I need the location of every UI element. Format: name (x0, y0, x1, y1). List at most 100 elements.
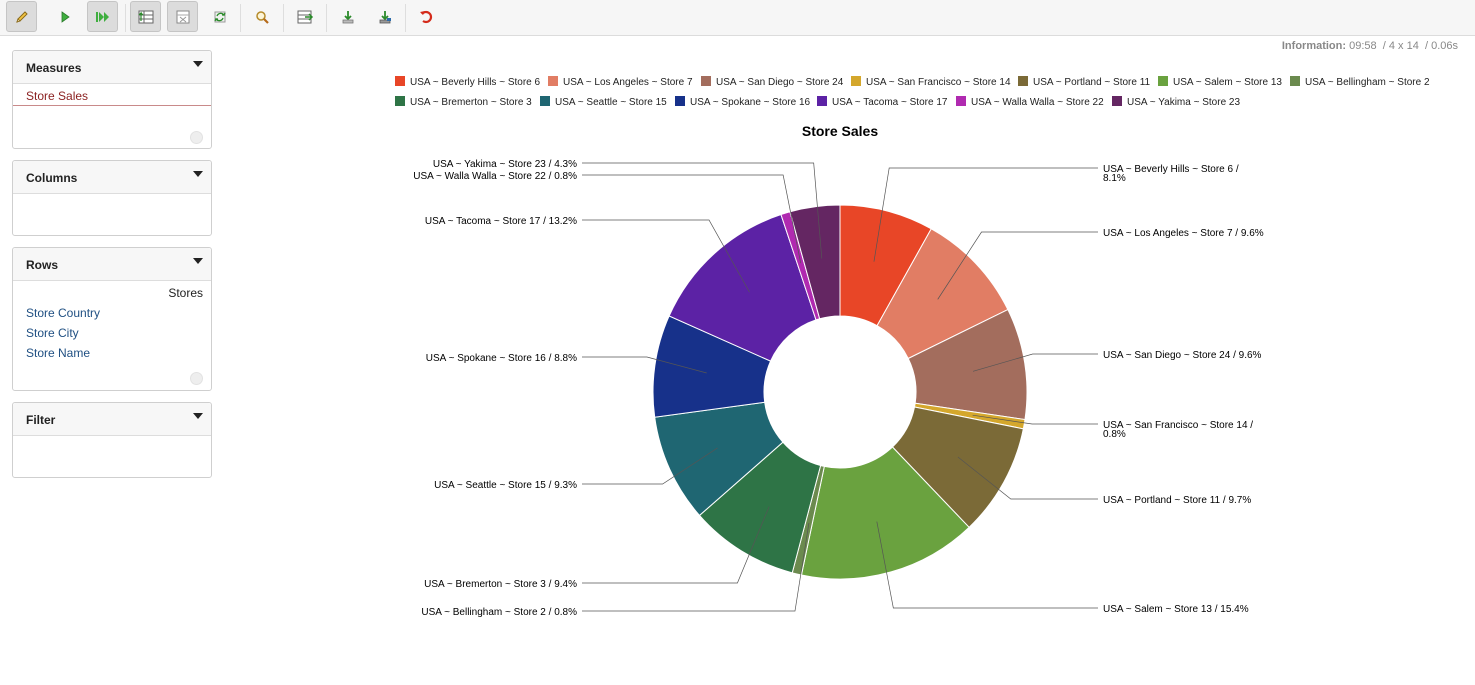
toggle-fields-button[interactable] (130, 1, 161, 32)
slice-label-usa-bellingham-store-2: USA ~ Bellingham ~ Store 2 / 0.8% (421, 607, 577, 618)
legend-item-usa-walla-walla-store-22[interactable]: USA ~ Walla Walla ~ Store 22 (971, 97, 1104, 108)
info-duration: / 0.06s (1424, 40, 1458, 52)
filter-title: Filter (26, 413, 56, 427)
row-item-store-name[interactable]: Store Name (26, 346, 91, 360)
row-item-store-country[interactable]: Store Country (26, 306, 101, 320)
legend-item-usa-portland-store-11[interactable]: USA ~ Portland ~ Store 11 (1033, 77, 1151, 88)
slice-label-usa-beverly-hills-store-6: USA ~ Beverly Hills ~ Store 6 /8.1% (1103, 164, 1239, 184)
legend-swatch-usa-yakima-store-23 (1112, 96, 1122, 106)
rows-panel-header: Rows (13, 248, 211, 281)
chevron-down-icon[interactable] (193, 61, 203, 67)
measures-panel-header: Measures (13, 51, 211, 84)
legend-item-usa-yakima-store-23[interactable]: USA ~ Yakima ~ Store 23 (1127, 97, 1240, 108)
legend-item-usa-spokane-store-16[interactable]: USA ~ Spokane ~ Store 16 (690, 97, 811, 108)
chevron-down-icon[interactable] (193, 258, 203, 264)
slice-label-usa-los-angeles-store-7: USA ~ Los Angeles ~ Store 7 / 9.6% (1103, 228, 1264, 239)
run-query-button[interactable] (49, 1, 80, 32)
drillthrough-button[interactable] (246, 1, 277, 32)
legend-swatch-usa-walla-walla-store-22 (956, 96, 966, 106)
leader-line-usa-tacoma-store-17 (582, 219, 750, 293)
measure-item-store-sales[interactable]: Store Sales (26, 89, 89, 103)
undo-button[interactable] (410, 1, 441, 32)
toolbar-separator (405, 4, 406, 32)
slice-label-usa-walla-walla-store-22: USA ~ Walla Walla ~ Store 22 / 0.8% (413, 171, 577, 182)
slice-usa-yakima-store-23[interactable] (789, 204, 841, 320)
chevron-down-icon[interactable] (193, 171, 203, 177)
download-icon (342, 10, 353, 23)
legend-item-usa-bremerton-store-3[interactable]: USA ~ Bremerton ~ Store 3 (410, 97, 532, 108)
toolbar-separator (326, 4, 327, 32)
measures-title: Measures (26, 61, 82, 75)
slice-label-usa-spokane-store-16: USA ~ Spokane ~ Store 16 / 8.8% (426, 353, 577, 364)
legend-item-usa-bellingham-store-2[interactable]: USA ~ Bellingham ~ Store 2 (1305, 77, 1430, 88)
toolbar (0, 0, 1475, 36)
query-info: Information: 09:58 / 4 x 14 / 0.06s (1282, 40, 1458, 52)
legend-item-usa-tacoma-store-17[interactable]: USA ~ Tacoma ~ Store 17 (832, 97, 948, 108)
legend-item-usa-los-angeles-store-7[interactable]: USA ~ Los Angeles ~ Store 7 (563, 77, 693, 88)
slice-usa-tacoma-store-17[interactable] (668, 213, 817, 362)
legend-item-usa-seattle-store-15[interactable]: USA ~ Seattle ~ Store 15 (555, 97, 667, 108)
chart-leader-lines (582, 162, 1098, 612)
play-icon (61, 10, 70, 23)
legend-swatch-usa-spokane-store-16 (675, 96, 685, 106)
switch-render-button[interactable] (289, 1, 320, 32)
hide-empty-button[interactable] (167, 1, 198, 32)
legend-item-usa-beverly-hills-store-6[interactable]: USA ~ Beverly Hills ~ Store 6 (410, 77, 540, 88)
export-csv-button[interactable] (369, 1, 400, 32)
legend-item-usa-san-diego-store-24[interactable]: USA ~ San Diego ~ Store 24 (716, 77, 844, 88)
fast-forward-icon (95, 11, 109, 22)
legend-swatch-usa-portland-store-11 (1018, 76, 1028, 86)
filter-panel: Filter (12, 402, 212, 478)
toolbar-separator (240, 4, 241, 32)
export-xls-button[interactable] (332, 1, 363, 32)
leader-line-usa-seattle-store-15 (582, 447, 718, 485)
automatic-execution-button[interactable] (87, 1, 118, 32)
columns-panel: Columns (12, 160, 212, 236)
leader-line-usa-portland-store-11 (957, 456, 1098, 500)
export-grid-icon (297, 10, 313, 23)
rows-title: Rows (26, 258, 59, 272)
pencil-icon (15, 10, 28, 23)
slice-usa-salem-store-13[interactable] (800, 446, 970, 580)
legend-item-usa-salem-store-13[interactable]: USA ~ Salem ~ Store 13 (1173, 77, 1282, 88)
columns-panel-header: Columns (13, 161, 211, 194)
leader-line-usa-yakima-store-23 (582, 162, 823, 259)
grid-hide-icon (176, 10, 189, 23)
leader-line-usa-walla-walla-store-22 (582, 174, 802, 264)
leader-line-usa-bremerton-store-3 (582, 506, 770, 584)
toolbar-separator (125, 4, 126, 32)
slice-label-usa-salem-store-13: USA ~ Salem ~ Store 13 / 15.4% (1103, 604, 1249, 615)
rows-panel: Rows Stores Store Country Store City Sto… (12, 247, 212, 391)
chevron-down-icon[interactable] (193, 413, 203, 419)
clear-icon[interactable] (190, 372, 203, 385)
legend-swatch-usa-salem-store-13 (1158, 76, 1168, 86)
edit-mode-button[interactable] (6, 1, 37, 32)
slice-label-usa-seattle-store-15: USA ~ Seattle ~ Store 15 / 9.3% (434, 480, 577, 491)
table-fields-icon (138, 10, 153, 23)
leader-line-usa-san-francisco-store-14 (972, 414, 1098, 425)
slice-label-usa-san-diego-store-24: USA ~ San Diego ~ Store 24 / 9.6% (1103, 350, 1262, 361)
info-label: Information: (1281, 40, 1347, 52)
measures-panel: Measures Store Sales (12, 50, 212, 149)
chart-legend: USA ~ Beverly Hills ~ Store 6 USA ~ Los A… (395, 76, 1430, 108)
columns-title: Columns (26, 171, 78, 185)
clear-icon[interactable] (190, 131, 203, 144)
leader-line-usa-beverly-hills-store-6 (873, 167, 1098, 262)
info-dimensions: / 4 x 14 (1382, 40, 1419, 52)
magnifier-icon (255, 10, 269, 24)
info-time: 09:58 (1349, 40, 1377, 52)
chart-title: Store Sales (802, 123, 878, 139)
slice-label-usa-portland-store-11: USA ~ Portland ~ Store 11 / 9.7% (1103, 495, 1251, 506)
leader-line-usa-san-diego-store-24 (972, 353, 1098, 372)
leader-line-usa-bellingham-store-2 (582, 522, 810, 612)
chart-slice-labels: USA ~ Beverly Hills ~ Store 6 /8.1% USA ~… (413, 159, 1264, 618)
legend-swatch-usa-tacoma-store-17 (817, 96, 827, 106)
slice-label-usa-tacoma-store-17: USA ~ Tacoma ~ Store 17 / 13.2% (425, 216, 577, 227)
legend-swatch-usa-beverly-hills-store-6 (395, 76, 405, 86)
legend-item-usa-san-francisco-store-14[interactable]: USA ~ San Francisco ~ Store 14 (866, 77, 1011, 88)
download-alt-icon (379, 10, 391, 23)
swap-axes-button[interactable] (204, 1, 235, 32)
row-item-store-city[interactable]: Store City (26, 326, 79, 340)
leader-line-usa-salem-store-13 (876, 521, 1098, 609)
toolbar-separator (283, 4, 284, 32)
